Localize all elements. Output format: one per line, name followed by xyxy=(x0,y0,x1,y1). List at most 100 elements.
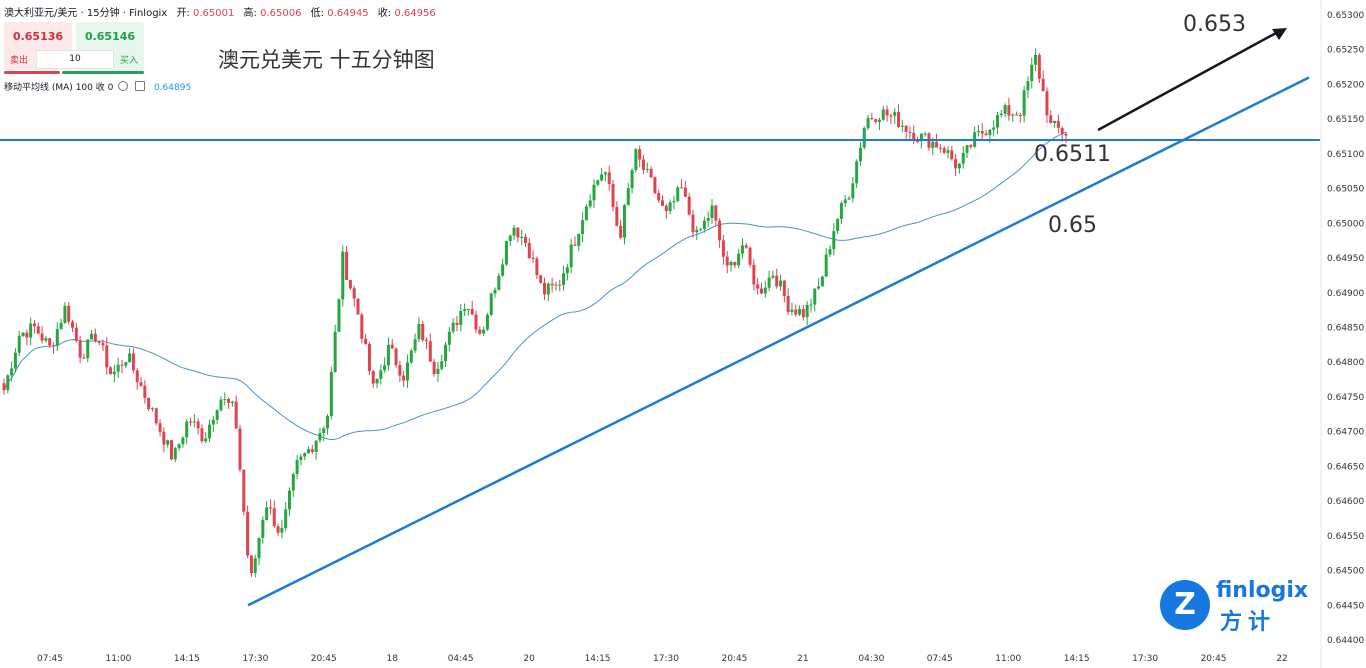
candle xyxy=(177,443,181,451)
candle xyxy=(402,370,406,387)
candle-body xyxy=(105,345,109,368)
candle-body xyxy=(154,408,158,424)
candle-body xyxy=(314,440,318,452)
candle xyxy=(596,179,600,187)
candle xyxy=(162,427,166,453)
candle xyxy=(855,159,859,188)
candle xyxy=(973,126,977,148)
candle-body xyxy=(843,199,847,204)
x-tick-label: 11:00 xyxy=(105,654,131,664)
quantity-input[interactable]: 10 xyxy=(36,50,114,69)
candle-body xyxy=(836,218,840,232)
candle xyxy=(1045,87,1049,124)
candle xyxy=(718,218,722,249)
candle-body xyxy=(333,331,337,373)
high-value: 0.65006 xyxy=(260,8,302,19)
y-axis: 0.65300 0.65250 0.65200 0.65150 0.65100 0.650… xyxy=(1320,0,1364,668)
candle xyxy=(375,378,379,389)
candle xyxy=(333,324,337,373)
candle xyxy=(763,280,767,298)
candle-body xyxy=(619,225,623,238)
candle xyxy=(128,348,132,363)
candle-body xyxy=(150,408,154,410)
candle xyxy=(843,194,847,208)
candle-body xyxy=(1064,133,1068,136)
buy-price: 0.65146 xyxy=(84,30,136,43)
candle-body xyxy=(356,298,360,315)
candle-body xyxy=(615,206,619,226)
candle-body xyxy=(478,329,482,334)
candle-body xyxy=(1041,78,1045,92)
candle-body xyxy=(634,149,638,171)
settings-icon[interactable] xyxy=(118,81,129,91)
candle-body xyxy=(120,364,124,366)
x-tick-label: 14:15 xyxy=(1064,654,1090,664)
candle xyxy=(67,301,71,325)
candle xyxy=(63,301,67,325)
candle xyxy=(394,347,398,368)
candle-body xyxy=(230,401,234,403)
candle-body xyxy=(683,187,687,197)
candle xyxy=(969,143,973,150)
y-tick-label: 0.64800 xyxy=(1327,358,1364,368)
candle-body xyxy=(980,131,984,134)
candle xyxy=(55,322,59,351)
candle-body xyxy=(992,127,996,130)
candle xyxy=(291,472,295,498)
candle-body xyxy=(82,357,86,359)
candle-body xyxy=(173,448,177,460)
candle-body xyxy=(744,245,748,248)
candle-body xyxy=(813,288,817,305)
candle xyxy=(326,413,330,435)
candle xyxy=(455,316,459,332)
candle-body xyxy=(904,125,908,132)
candle xyxy=(828,245,832,258)
candle xyxy=(219,396,223,413)
candle-body xyxy=(809,304,813,306)
candle-body xyxy=(1045,91,1049,116)
x-tick-label: 11:00 xyxy=(995,654,1021,664)
candle-body xyxy=(307,449,311,454)
candle-body xyxy=(371,370,375,384)
y-tick-label: 0.64450 xyxy=(1327,601,1364,611)
candle-body xyxy=(569,244,573,268)
candle-body xyxy=(364,338,368,344)
candle xyxy=(337,298,341,332)
low-label: 低: xyxy=(310,8,325,19)
candle xyxy=(44,336,48,343)
candle-body xyxy=(112,371,116,375)
candle xyxy=(744,242,748,249)
candle-body xyxy=(200,428,204,442)
candle-body xyxy=(938,147,942,149)
candle xyxy=(699,227,703,232)
candle xyxy=(112,364,116,383)
y-tick-label: 0.64400 xyxy=(1327,636,1364,646)
candle-body xyxy=(74,327,78,341)
candle-body xyxy=(394,348,398,366)
candle-body xyxy=(756,284,760,289)
candle-body xyxy=(554,284,558,286)
candle xyxy=(59,318,63,330)
candle-body xyxy=(386,344,390,366)
candle-body xyxy=(147,397,151,410)
candle-body xyxy=(786,295,790,312)
candle xyxy=(200,424,204,444)
candle xyxy=(870,112,874,121)
candle xyxy=(299,453,303,466)
candle xyxy=(771,270,775,280)
candle-body xyxy=(1022,90,1026,116)
candle xyxy=(611,180,615,212)
x-tick-label: 07:45 xyxy=(927,654,953,664)
sell-label: 卖出 xyxy=(10,56,29,66)
candle xyxy=(131,348,135,374)
candle-body xyxy=(90,333,94,340)
candle-body xyxy=(55,329,59,346)
delete-icon[interactable] xyxy=(135,81,146,91)
candle-body xyxy=(17,335,21,353)
candle xyxy=(432,359,436,377)
y-tick-label: 0.65000 xyxy=(1327,219,1364,229)
candle xyxy=(29,317,33,346)
candle-body xyxy=(1056,120,1060,128)
candle-body xyxy=(299,456,303,460)
